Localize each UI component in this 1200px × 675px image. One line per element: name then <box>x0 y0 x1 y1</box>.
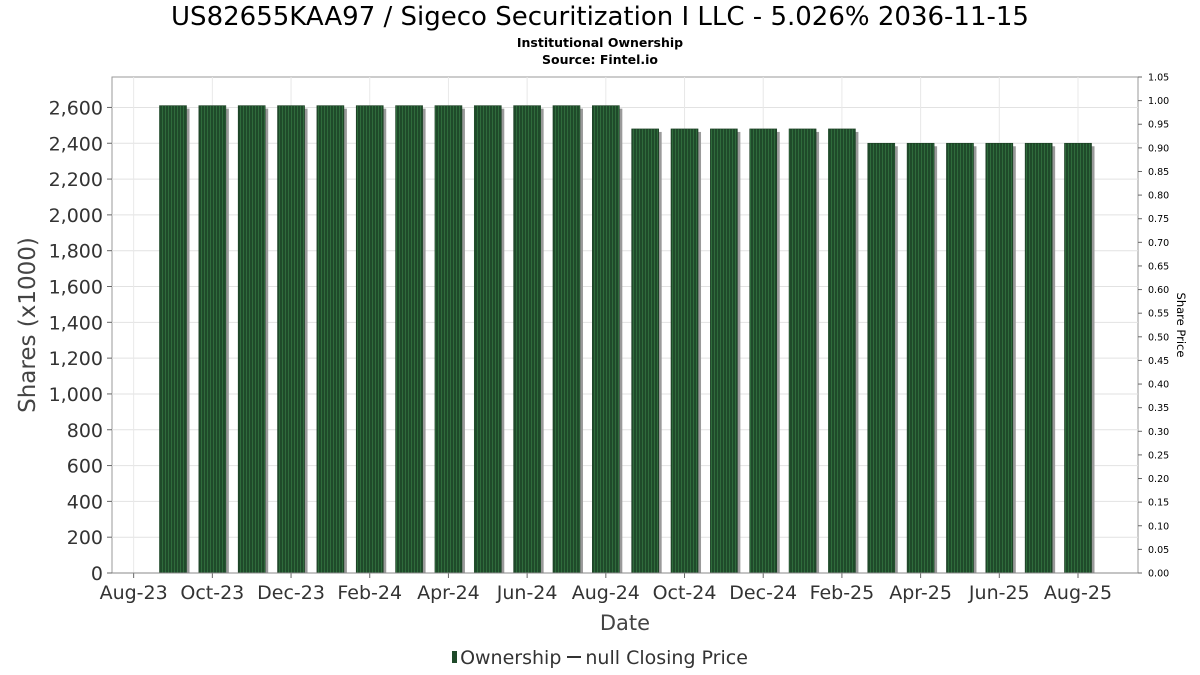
bar <box>277 105 305 574</box>
x-tick-label: Feb-25 <box>810 582 875 604</box>
y2-tick-label: 0.95 <box>1148 120 1169 131</box>
x-tick-label: Dec-23 <box>257 582 325 604</box>
y2-tick-label: 1.00 <box>1148 96 1169 107</box>
x-axis: Aug-23 Oct-23 Dec-23 Feb-24 Apr-24 Jun-24 Aug-… <box>100 572 1138 604</box>
bar <box>592 105 620 574</box>
y2-tick-label: 0.80 <box>1148 191 1169 202</box>
x-tick-label: Aug-24 <box>572 582 640 604</box>
bar <box>867 142 896 574</box>
bar <box>749 128 778 574</box>
y2-tick-label: 0.70 <box>1148 238 1169 249</box>
legend-label-closing-price: null Closing Price <box>585 647 748 669</box>
y-tick-label: 2,400 <box>49 133 103 155</box>
y-tick-label: 2,000 <box>49 205 103 227</box>
bar <box>513 105 541 574</box>
y2-tick-label: 0.90 <box>1148 143 1169 154</box>
y2-tick-label: 0.65 <box>1148 261 1169 272</box>
chart-source: Source: Fintel.io <box>542 52 658 67</box>
y-tick-label: 2,200 <box>49 169 103 191</box>
chart-subtitle: Institutional Ownership <box>516 35 684 50</box>
legend-swatch-closing-price <box>567 656 582 658</box>
y-tick-label: 1,400 <box>49 312 103 334</box>
y2-tick-label: 0.85 <box>1148 167 1169 178</box>
bar <box>828 128 856 574</box>
bar <box>631 128 659 574</box>
y-tick-label: 600 <box>67 456 103 478</box>
bar <box>159 105 187 574</box>
y2-tick-label: 0.30 <box>1148 427 1169 438</box>
y-tick-label: 2,600 <box>49 97 103 119</box>
x-tick-label: Jun-24 <box>496 582 558 604</box>
y2-tick-label: 0.10 <box>1148 521 1169 532</box>
y2-tick-label: 0.20 <box>1148 474 1169 485</box>
bar <box>395 105 423 574</box>
y2-tick-label: 0.60 <box>1148 285 1169 296</box>
chart-title: US82655KAA97 / Sigeco Securitization I L… <box>171 2 1029 32</box>
y-tick-label: 0 <box>91 563 103 585</box>
y2-tick-label: 0.40 <box>1148 380 1169 391</box>
y2-tick-label: 0.35 <box>1148 403 1169 414</box>
y-tick-label: 200 <box>67 527 103 549</box>
y2-tick-label: 0.55 <box>1148 309 1169 320</box>
x-tick-label: Feb-24 <box>337 582 402 604</box>
legend-swatch-ownership <box>452 651 458 663</box>
bar <box>237 105 266 574</box>
x-tick-label: Dec-24 <box>729 582 797 604</box>
ownership-chart: 0 200 400 600 800 1,000 1,200 1,400 1,600 1,800 2,… <box>15 73 1188 636</box>
y2-tick-label: 0.45 <box>1148 356 1169 367</box>
y-tick-label: 800 <box>67 420 103 442</box>
x-axis-label: Date <box>600 611 650 635</box>
y-axis-label: Shares (x1000) <box>15 237 41 413</box>
bar <box>985 142 1014 574</box>
bar <box>316 105 345 574</box>
y-tick-label: 1,200 <box>49 348 103 370</box>
legend-label-ownership: Ownership <box>460 647 562 669</box>
bar <box>670 128 699 574</box>
y2-tick-label: 0.00 <box>1148 569 1169 580</box>
y-axis-left: 0 200 400 600 800 1,000 1,200 1,400 1,600 1,800 2,… <box>49 97 112 585</box>
bar <box>198 105 227 574</box>
legend: Ownership null Closing Price <box>0 647 1200 669</box>
y2-tick-label: 1.05 <box>1148 73 1169 84</box>
bar <box>434 105 463 574</box>
x-tick-label: Oct-23 <box>180 582 244 604</box>
bar <box>1024 142 1053 574</box>
x-tick-label: Apr-24 <box>417 582 480 604</box>
y2-tick-label: 0.05 <box>1148 545 1169 556</box>
bar <box>1064 142 1092 574</box>
y2-axis-label: Share Price <box>1174 293 1188 358</box>
bar <box>355 105 384 574</box>
x-tick-label: Jun-25 <box>968 582 1030 604</box>
x-tick-label: Apr-25 <box>889 582 952 604</box>
y-tick-label: 1,600 <box>49 277 103 299</box>
x-tick-label: Aug-25 <box>1044 582 1112 604</box>
x-tick-label: Aug-23 <box>100 582 168 604</box>
bar <box>552 105 581 574</box>
y-tick-label: 400 <box>67 491 103 513</box>
bar-series-ownership <box>159 105 1095 574</box>
bar <box>946 142 974 574</box>
y2-tick-label: 0.75 <box>1148 214 1169 225</box>
y-tick-label: 1,000 <box>49 384 103 406</box>
x-tick-label: Oct-24 <box>653 582 717 604</box>
bar <box>710 128 738 574</box>
y2-tick-label: 0.15 <box>1148 498 1169 509</box>
y-axis-right: 0.00 0.05 0.10 0.15 0.20 0.25 0.30 0.35 0.40 0.45… <box>1138 73 1169 580</box>
bar <box>906 142 935 574</box>
y2-tick-label: 0.50 <box>1148 332 1169 343</box>
y2-tick-label: 0.25 <box>1148 450 1169 461</box>
bar <box>788 128 817 574</box>
bar <box>473 105 502 574</box>
y-tick-label: 1,800 <box>49 241 103 263</box>
